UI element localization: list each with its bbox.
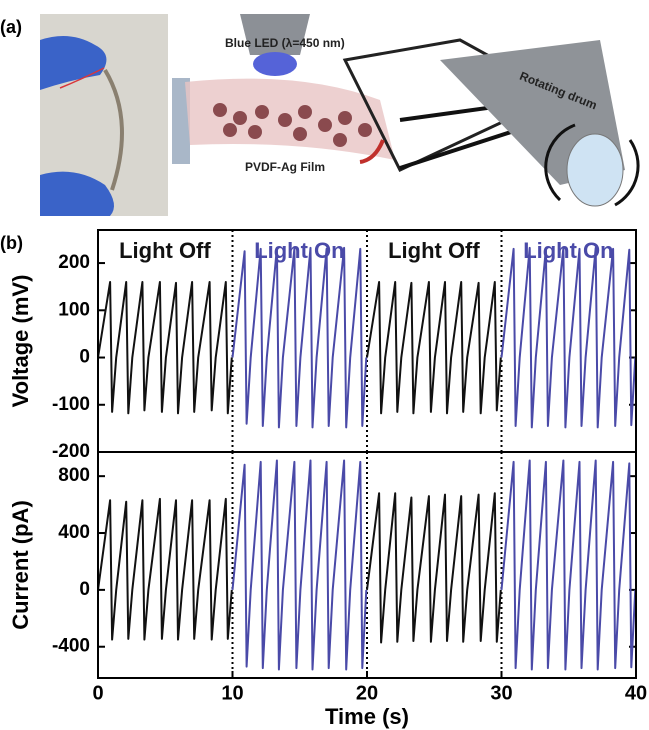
y-axis-label: Voltage (mV) bbox=[8, 275, 33, 408]
region-label: Light On bbox=[254, 238, 344, 263]
series-line bbox=[367, 493, 501, 642]
region-label: Light On bbox=[523, 238, 613, 263]
plot-frame bbox=[98, 452, 636, 678]
y-tick-label: 0 bbox=[79, 579, 90, 600]
y-tick-label: 100 bbox=[58, 299, 90, 320]
y-tick-label: -200 bbox=[52, 441, 90, 462]
y-tick-label: 800 bbox=[58, 465, 90, 486]
y-tick-label: 400 bbox=[58, 522, 90, 543]
series-line bbox=[233, 248, 367, 428]
series-line bbox=[367, 282, 501, 413]
region-label: Light Off bbox=[119, 238, 211, 263]
figure: (a) Blue LED (λ=450 nm) PVDF-Ag Film Rot… bbox=[0, 0, 649, 730]
x-axis-label: Time (s) bbox=[325, 704, 409, 729]
x-tick-label: 30 bbox=[490, 682, 512, 704]
series-line bbox=[233, 461, 367, 670]
film-label: PVDF-Ag Film bbox=[245, 160, 325, 174]
series-line bbox=[98, 282, 232, 413]
x-tick-label: 20 bbox=[356, 682, 378, 704]
panel-label: (b) bbox=[0, 233, 23, 253]
x-tick-label: 40 bbox=[625, 682, 647, 704]
y-axis-label: Current (pA) bbox=[8, 500, 33, 630]
region-label: Light Off bbox=[388, 238, 480, 263]
y-tick-label: -100 bbox=[52, 394, 90, 415]
series-line bbox=[98, 499, 232, 640]
series-line bbox=[502, 248, 636, 428]
x-tick-label: 0 bbox=[92, 682, 103, 704]
panel-label: (a) bbox=[0, 17, 22, 37]
x-tick-label: 10 bbox=[221, 682, 243, 704]
led-label: Blue LED (λ=450 nm) bbox=[225, 36, 345, 50]
series-line bbox=[502, 461, 636, 670]
y-tick-label: 0 bbox=[79, 347, 90, 368]
y-tick-label: 200 bbox=[58, 252, 90, 273]
photo bbox=[40, 14, 168, 216]
y-tick-label: -400 bbox=[52, 636, 90, 657]
